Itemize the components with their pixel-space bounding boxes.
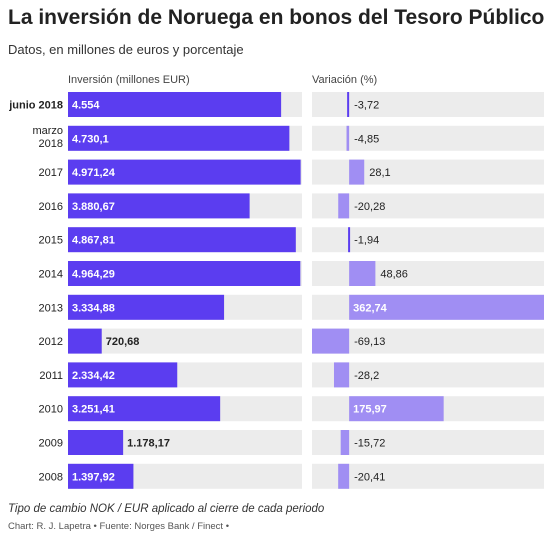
investment-value-label: 4.554 [72,100,100,112]
change-value-label: 362,74 [353,302,388,314]
category-label: 2009 [39,438,63,450]
investment-bar [68,261,301,286]
investment-bar [68,92,282,117]
investment-bar [68,193,250,219]
change-track [312,125,544,151]
change-bar [348,227,351,253]
investment-value-label: 4.964,29 [72,269,115,281]
category-label: 2014 [39,269,63,281]
investment-value-label: 3.880,67 [72,201,115,213]
category-label: 2010 [39,404,63,416]
exchange-rate-note: Tipo de cambio NOK / EUR aplicado al cie… [8,503,325,515]
category-label: 2008 [39,471,63,483]
change-value-label: -4,85 [354,133,379,145]
category-label: 2018 [39,138,63,150]
change-value-label: -28,2 [354,370,379,382]
chart-source: Chart: R. J. Lapetra • Fuente: Norges Ba… [8,521,230,532]
change-bar [340,430,350,455]
investment-bar [68,125,290,151]
change-value-label: -3,72 [354,100,379,112]
change-track [312,92,544,117]
change-value-label: -69,13 [354,336,385,348]
chart-subtitle: Datos, en millones de euros y porcentaje [8,42,244,57]
investment-bar [68,430,124,455]
change-bar [333,362,350,388]
change-value-label: 28,1 [369,167,390,179]
category-label: 2015 [39,235,63,247]
category-label: 2016 [39,201,63,213]
change-bar [349,159,365,185]
change-value-label: 48,86 [380,269,408,281]
investment-value-label: 3.334,88 [72,302,115,314]
change-value-label: -20,28 [354,201,385,213]
investment-value-label: 4.867,81 [72,235,115,247]
change-bar [349,396,444,422]
change-bar [349,261,376,286]
chart-title: La inversión de Noruega en bonos del Tes… [8,6,545,29]
change-track [312,362,544,388]
change-bar [312,328,350,354]
investment-column-header: Inversión (millones EUR) [68,74,190,86]
investment-value-label: 3.251,41 [72,404,115,416]
change-value-label: -1,94 [354,235,379,247]
category-label: 2011 [39,370,63,382]
category-label: 2013 [39,302,63,314]
change-bar [338,193,350,219]
change-bar [347,92,350,117]
category-label: marzo [32,125,63,137]
change-track [312,328,544,354]
investment-bar [68,159,301,185]
investment-value-label: 4.730,1 [72,133,109,145]
change-value-label: 175,97 [353,404,387,416]
change-bar [338,463,350,489]
change-track [312,193,544,219]
category-label: 2017 [39,167,63,179]
category-label: 2012 [39,336,63,348]
investment-value-label: 2.334,42 [72,370,115,382]
investment-bar [68,396,221,422]
investment-value-label: 4.971,24 [72,167,116,179]
investment-bar [68,328,102,354]
change-value-label: -20,41 [354,471,385,483]
change-track [312,261,544,286]
investment-bar [68,227,296,253]
investment-track [68,328,302,354]
change-bar [346,125,350,151]
investment-value-label: 1.178,17 [127,438,170,450]
investment-value-label: 1.397,92 [72,471,115,483]
change-column-header: Variación (%) [312,74,378,86]
change-track [312,430,544,455]
change-bar [349,294,544,320]
investment-value-label: 720,68 [106,336,140,348]
investment-bar [68,362,178,388]
investment-bar [68,463,134,489]
category-label: junio 2018 [8,100,63,112]
investment-bar [68,294,225,320]
change-value-label: -15,72 [354,438,385,450]
change-track [312,227,544,253]
change-track [312,159,544,185]
change-track [312,463,544,489]
